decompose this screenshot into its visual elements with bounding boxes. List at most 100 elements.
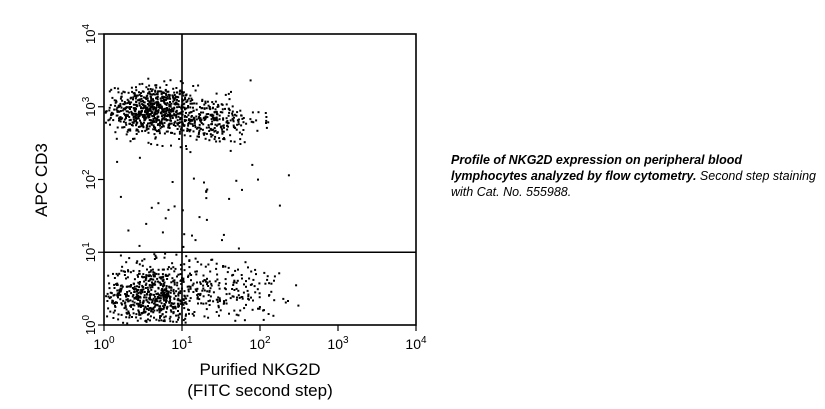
data-point — [144, 287, 147, 289]
data-point — [144, 106, 147, 109]
data-point — [145, 282, 148, 285]
data-point — [163, 291, 166, 294]
data-point — [170, 310, 173, 313]
data-point — [141, 291, 144, 294]
data-point — [167, 294, 170, 297]
data-point — [176, 98, 178, 101]
data-point — [117, 91, 120, 94]
data-point — [153, 107, 156, 110]
data-point — [107, 295, 110, 298]
data-point — [149, 113, 152, 116]
data-point — [131, 90, 134, 93]
data-point — [132, 269, 135, 272]
data-point — [116, 110, 119, 113]
data-point — [160, 105, 163, 108]
data-point — [168, 111, 171, 114]
data-point — [192, 118, 195, 121]
data-point — [229, 149, 232, 152]
data-point — [140, 110, 143, 113]
data-point — [178, 313, 181, 316]
data-point — [182, 99, 185, 102]
data-point — [129, 103, 131, 105]
data-point — [215, 111, 218, 114]
data-point — [203, 133, 206, 136]
data-point — [203, 289, 206, 292]
data-point — [154, 126, 157, 129]
data-point — [137, 130, 140, 133]
data-point — [104, 121, 107, 124]
data-point — [119, 116, 122, 119]
data-point — [143, 308, 146, 311]
data-point — [192, 106, 194, 109]
data-point — [144, 97, 147, 99]
data-point — [163, 299, 166, 302]
data-point — [216, 131, 219, 134]
data-point — [265, 122, 267, 124]
data-point — [215, 140, 218, 143]
data-point — [176, 281, 179, 284]
data-point — [171, 109, 174, 112]
data-point — [216, 301, 219, 304]
data-point — [172, 266, 175, 269]
data-point — [146, 113, 149, 116]
data-point — [183, 307, 186, 310]
data-point — [145, 299, 148, 302]
data-point — [128, 316, 131, 319]
data-point — [196, 297, 199, 300]
data-point — [139, 301, 142, 304]
data-point — [161, 97, 164, 100]
data-point — [157, 268, 160, 271]
data-point — [143, 280, 146, 283]
data-point — [148, 104, 151, 107]
data-point — [214, 108, 217, 111]
data-point — [192, 130, 195, 133]
data-point — [170, 131, 172, 134]
data-point — [115, 100, 118, 103]
data-point — [172, 312, 175, 315]
data-point — [139, 281, 141, 283]
data-point — [142, 286, 145, 289]
data-point — [126, 110, 129, 113]
data-point — [135, 107, 137, 110]
data-point — [169, 105, 172, 108]
data-point — [113, 309, 116, 312]
data-point — [162, 307, 165, 310]
data-point — [238, 118, 240, 121]
data-point — [194, 239, 197, 242]
data-point — [188, 130, 191, 133]
data-point — [121, 99, 124, 102]
data-point — [124, 301, 127, 304]
data-point — [193, 120, 196, 123]
data-point — [202, 274, 205, 277]
data-point — [123, 307, 126, 310]
data-point — [146, 97, 149, 100]
data-point — [136, 319, 139, 322]
data-point — [169, 297, 171, 300]
data-point — [154, 108, 157, 111]
data-point — [121, 303, 123, 306]
data-point — [265, 119, 268, 122]
data-point — [118, 289, 121, 292]
data-point — [139, 317, 142, 320]
data-point — [154, 89, 157, 92]
x-tick-label: 100 — [93, 335, 115, 352]
data-point — [147, 127, 150, 130]
data-point — [150, 143, 153, 146]
data-point — [206, 283, 208, 286]
data-point — [227, 114, 230, 117]
data-point — [177, 287, 180, 290]
data-point — [218, 137, 221, 140]
data-point — [154, 136, 157, 139]
x-tick-label: 101 — [171, 335, 193, 352]
data-point — [156, 104, 158, 107]
data-point — [240, 114, 243, 117]
data-point — [130, 305, 133, 308]
data-point — [141, 90, 144, 93]
data-point — [160, 289, 163, 292]
data-point — [116, 126, 119, 129]
data-point — [169, 320, 172, 323]
data-point — [143, 296, 146, 299]
data-point — [137, 298, 140, 300]
data-point — [185, 101, 188, 103]
data-point — [229, 119, 232, 122]
